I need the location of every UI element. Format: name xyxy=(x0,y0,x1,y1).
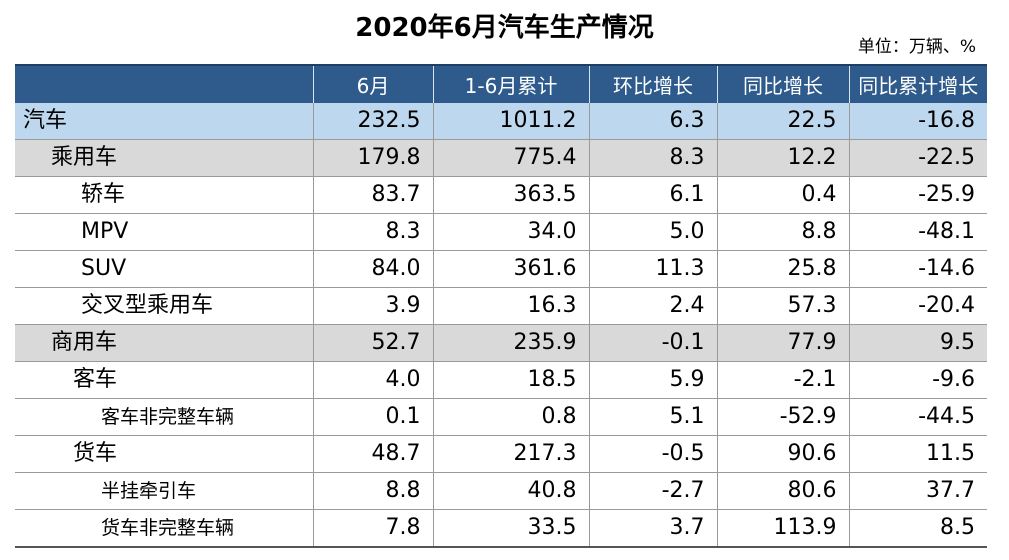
row-value-cell: 18.5 xyxy=(433,361,590,400)
row-category-name: MPV xyxy=(15,213,314,252)
row-value-cell: 3.7 xyxy=(589,509,718,549)
row-value-cell: 4.0 xyxy=(313,361,434,400)
row-value-cell: 9.5 xyxy=(849,324,987,363)
row-value-cell: 16.3 xyxy=(433,287,590,326)
header-cell: 同比增长 xyxy=(717,64,850,103)
report-title: 2020年6月汽车生产情况 xyxy=(355,13,654,43)
row-value-cell: 8.5 xyxy=(849,509,987,549)
row-value-cell: -52.9 xyxy=(717,398,850,437)
header-name-column xyxy=(15,64,314,103)
row-value-cell: 113.9 xyxy=(717,509,850,549)
header-cell: 1-6月累计 xyxy=(433,64,590,103)
table-row: 商用车 52.7 235.9 -0.1 77.9 9.5 xyxy=(15,324,987,363)
row-value-cell: -16.8 xyxy=(849,103,987,141)
row-category-name: 商用车 xyxy=(15,324,314,363)
row-value-cell: 363.5 xyxy=(433,176,590,215)
row-value-cell: 0.4 xyxy=(717,176,850,215)
row-value-cell: 25.8 xyxy=(717,250,850,289)
table-row: 货车非完整车辆 7.8 33.5 3.7 113.9 8.5 xyxy=(15,509,987,549)
row-value-cell: 83.7 xyxy=(313,176,434,215)
row-category-name: 货车 xyxy=(15,435,314,474)
row-value-cell: -2.1 xyxy=(717,361,850,400)
row-category-name: 交叉型乘用车 xyxy=(15,287,314,326)
row-value-cell: 1011.2 xyxy=(433,103,590,141)
table-row: 交叉型乘用车 3.9 16.3 2.4 57.3 -20.4 xyxy=(15,287,987,326)
row-value-cell: 8.8 xyxy=(313,472,434,511)
table-header: 6月 1-6月累计 环比增长 同比增长 同比累计增长 xyxy=(15,64,987,103)
row-value-cell: 40.8 xyxy=(433,472,590,511)
row-value-cell: -0.5 xyxy=(589,435,718,474)
header-cell: 环比增长 xyxy=(589,64,718,103)
row-value-cell: 7.8 xyxy=(313,509,434,549)
header-row: 6月 1-6月累计 环比增长 同比增长 同比累计增长 xyxy=(15,64,987,103)
row-value-cell: -14.6 xyxy=(849,250,987,289)
row-value-cell: 33.5 xyxy=(433,509,590,549)
row-category-name: 客车非完整车辆 xyxy=(15,398,314,437)
row-value-cell: 6.1 xyxy=(589,176,718,215)
row-category-name: 半挂牵引车 xyxy=(15,472,314,511)
row-value-cell: -44.5 xyxy=(849,398,987,437)
row-category-name: 轿车 xyxy=(15,176,314,215)
table-row: 客车非完整车辆 0.1 0.8 5.1 -52.9 -44.5 xyxy=(15,398,987,437)
row-value-cell: 0.8 xyxy=(433,398,590,437)
row-value-cell: 11.3 xyxy=(589,250,718,289)
row-value-cell: 34.0 xyxy=(433,213,590,252)
production-table: 6月 1-6月累计 环比增长 同比增长 同比累计增长 汽车 232.5 1011.2 6.3 2… xyxy=(15,64,987,549)
row-value-cell: 48.7 xyxy=(313,435,434,474)
row-value-cell: -9.6 xyxy=(849,361,987,400)
row-value-cell: 37.7 xyxy=(849,472,987,511)
row-value-cell: 8.3 xyxy=(589,139,718,178)
row-value-cell: 235.9 xyxy=(433,324,590,363)
table-row: SUV 84.0 361.6 11.3 25.8 -14.6 xyxy=(15,250,987,289)
row-value-cell: -20.4 xyxy=(849,287,987,326)
row-value-cell: -2.7 xyxy=(589,472,718,511)
row-value-cell: 22.5 xyxy=(717,103,850,141)
row-value-cell: -0.1 xyxy=(589,324,718,363)
row-value-cell: 12.2 xyxy=(717,139,850,178)
row-value-cell: 2.4 xyxy=(589,287,718,326)
row-value-cell: 6.3 xyxy=(589,103,718,141)
row-value-cell: 3.9 xyxy=(313,287,434,326)
header-cell: 6月 xyxy=(313,64,434,103)
row-value-cell: 11.5 xyxy=(849,435,987,474)
table-row: 汽车 232.5 1011.2 6.3 22.5 -16.8 xyxy=(15,103,987,141)
table-row: 半挂牵引车 8.8 40.8 -2.7 80.6 37.7 xyxy=(15,472,987,511)
table-row: 客车 4.0 18.5 5.9 -2.1 -9.6 xyxy=(15,361,987,400)
row-value-cell: -25.9 xyxy=(849,176,987,215)
row-value-cell: 84.0 xyxy=(313,250,434,289)
row-value-cell: 217.3 xyxy=(433,435,590,474)
row-value-cell: 232.5 xyxy=(313,103,434,141)
row-value-cell: 5.0 xyxy=(589,213,718,252)
row-value-cell: 90.6 xyxy=(717,435,850,474)
row-value-cell: -48.1 xyxy=(849,213,987,252)
row-value-cell: 5.1 xyxy=(589,398,718,437)
table-row: MPV 8.3 34.0 5.0 8.8 -48.1 xyxy=(15,213,987,252)
row-value-cell: -22.5 xyxy=(849,139,987,178)
row-value-cell: 8.3 xyxy=(313,213,434,252)
row-value-cell: 8.8 xyxy=(717,213,850,252)
row-category-name: 汽车 xyxy=(15,103,314,141)
row-category-name: 货车非完整车辆 xyxy=(15,509,314,549)
row-value-cell: 775.4 xyxy=(433,139,590,178)
table-row: 货车 48.7 217.3 -0.5 90.6 11.5 xyxy=(15,435,987,474)
unit-label: 单位：万辆、% xyxy=(857,37,976,57)
row-value-cell: 52.7 xyxy=(313,324,434,363)
row-value-cell: 80.6 xyxy=(717,472,850,511)
row-value-cell: 5.9 xyxy=(589,361,718,400)
row-value-cell: 57.3 xyxy=(717,287,850,326)
row-value-cell: 361.6 xyxy=(433,250,590,289)
table-body: 汽车 232.5 1011.2 6.3 22.5 -16.8 乘用车 179.8 775.4 8.… xyxy=(15,103,987,549)
row-category-name: SUV xyxy=(15,250,314,289)
table-row: 轿车 83.7 363.5 6.1 0.4 -25.9 xyxy=(15,176,987,215)
row-value-cell: 179.8 xyxy=(313,139,434,178)
row-category-name: 客车 xyxy=(15,361,314,400)
row-value-cell: 0.1 xyxy=(313,398,434,437)
row-category-name: 乘用车 xyxy=(15,139,314,178)
table-row: 乘用车 179.8 775.4 8.3 12.2 -22.5 xyxy=(15,139,987,178)
row-value-cell: 77.9 xyxy=(717,324,850,363)
header-cell: 同比累计增长 xyxy=(849,64,987,103)
